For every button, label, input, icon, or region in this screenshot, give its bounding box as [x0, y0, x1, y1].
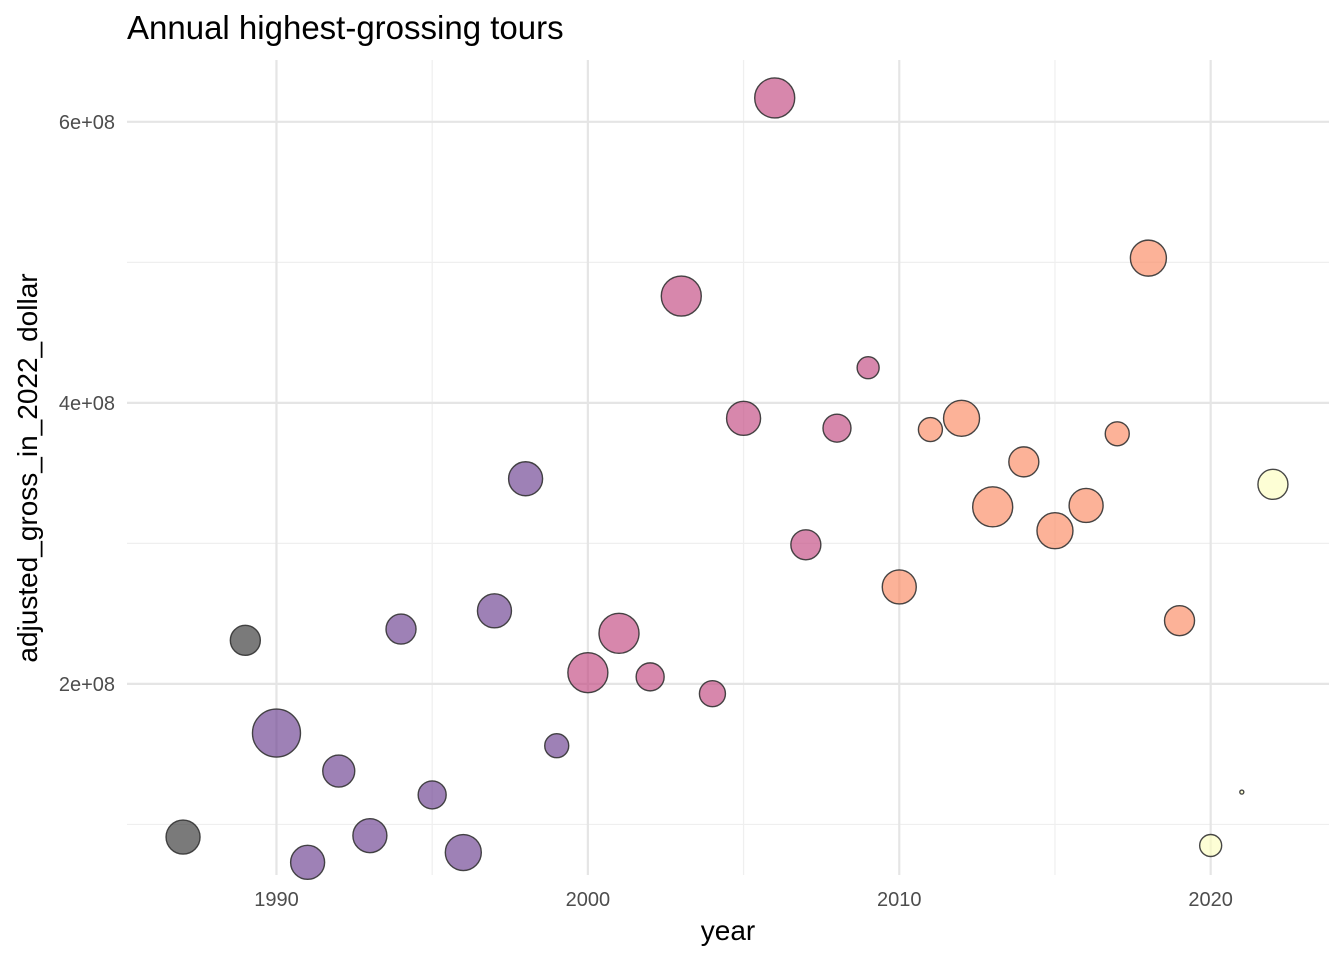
scatter-point [698, 680, 727, 708]
grid [127, 60, 1329, 875]
scatter-point [1198, 833, 1223, 858]
scatter-point [1129, 239, 1168, 277]
y-tick-label: 6e+08 [59, 112, 115, 134]
x-tick-label: 2020 [1188, 889, 1233, 911]
x-tick-label: 2000 [566, 889, 611, 911]
data-points [165, 77, 1289, 881]
scatter-point [971, 486, 1014, 528]
x-tick-label: 1990 [254, 889, 299, 911]
scatter-point [385, 613, 417, 645]
scatter-point [1008, 446, 1040, 478]
x-tick-label: 2010 [877, 889, 922, 911]
scatter-point [1104, 421, 1130, 447]
scatter-point [598, 612, 640, 655]
scatter-point [229, 624, 262, 657]
x-axis-title: year [701, 915, 755, 946]
scatter-point [635, 662, 665, 692]
scatter-point [822, 413, 852, 443]
scatter-point [352, 817, 388, 854]
y-axis-ticks: 2e+08 4e+08 6e+08 [59, 112, 115, 696]
scatter-point [881, 569, 917, 605]
scatter-point [417, 780, 447, 810]
scatter-point [1239, 789, 1245, 795]
scatter-point [507, 461, 544, 497]
scatter-point [289, 844, 326, 881]
chart-title: Annual highest-grossing tours [127, 9, 564, 46]
scatter-point [322, 754, 356, 788]
scatter-point [544, 733, 570, 759]
scatter-point [476, 593, 513, 629]
scatter-point [754, 77, 796, 119]
scatter-point [251, 708, 302, 758]
scatter-point [1163, 604, 1196, 637]
scatter-point [1257, 468, 1289, 501]
scatter-point [856, 356, 880, 380]
scatter-point [942, 399, 981, 438]
scatter-point [1068, 487, 1104, 524]
scatter-point [1036, 512, 1074, 550]
x-axis-ticks: 1990 2000 2010 2020 [254, 889, 1233, 911]
y-axis-title: adjusted_gross_in_2022_dollar [12, 273, 43, 662]
scatter-point [725, 400, 762, 437]
scatter-point [165, 819, 201, 855]
y-tick-label: 4e+08 [59, 393, 115, 415]
scatter-point [567, 651, 609, 694]
scatter-point [660, 275, 702, 317]
scatter-point [790, 529, 822, 561]
scatter-point [444, 833, 483, 872]
y-tick-label: 2e+08 [59, 674, 115, 696]
scatter-point [917, 416, 944, 443]
